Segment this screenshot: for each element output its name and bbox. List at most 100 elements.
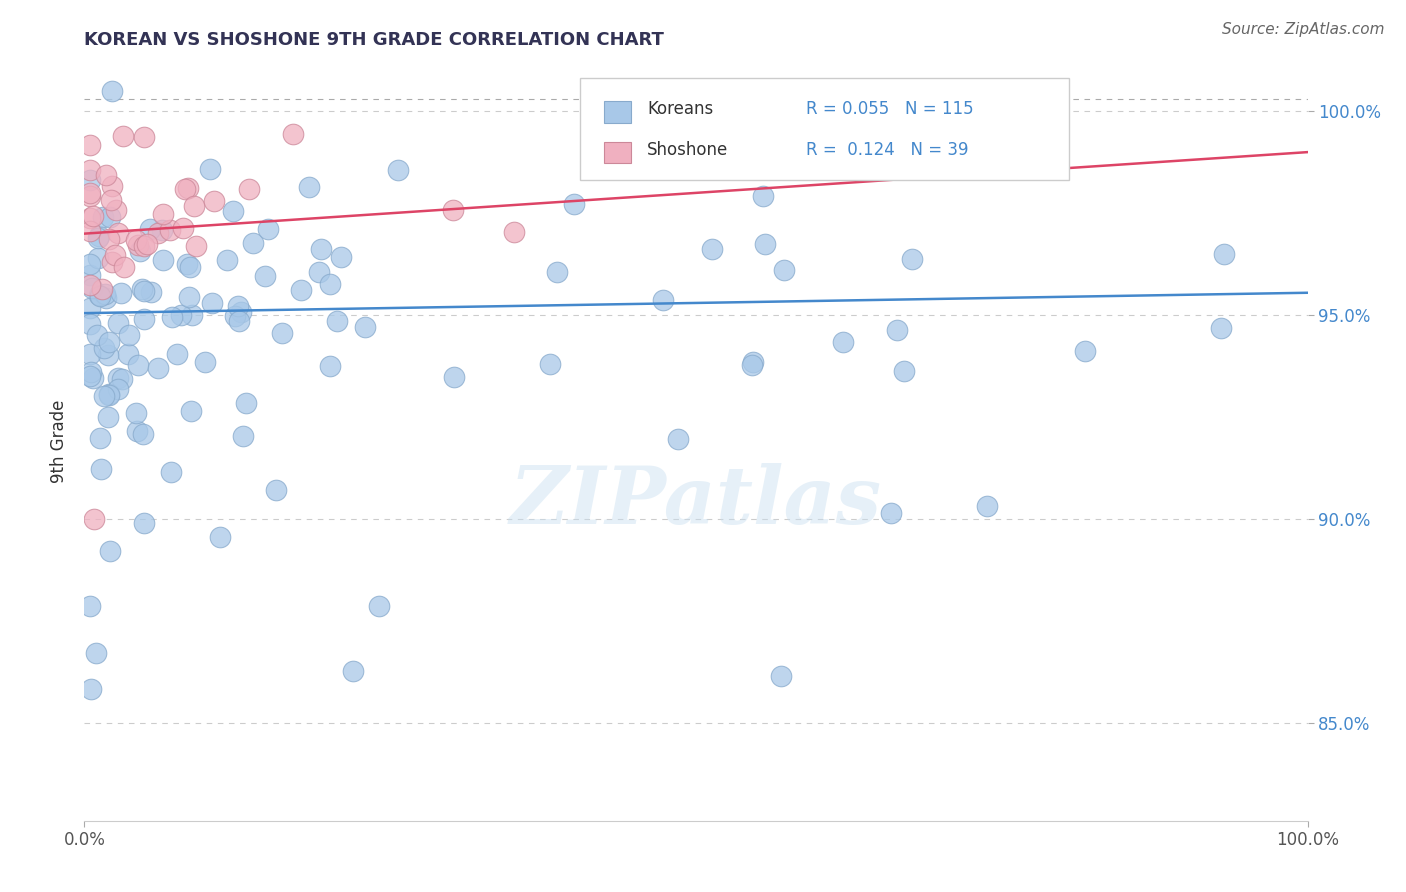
Point	[257, 221, 280, 235]
Point	[91, 282, 114, 296]
Point	[832, 334, 855, 349]
Point	[98, 544, 121, 558]
Point	[79, 138, 101, 153]
Point	[131, 282, 153, 296]
Point	[79, 162, 101, 177]
Point	[179, 260, 201, 275]
Point	[97, 410, 120, 425]
Point	[264, 483, 287, 497]
Point	[89, 288, 111, 302]
Point	[82, 281, 104, 295]
Y-axis label: 9th Grade: 9th Grade	[51, 400, 69, 483]
Point	[134, 284, 156, 298]
Point	[181, 308, 204, 322]
Point	[107, 382, 129, 396]
Point	[208, 530, 231, 544]
Point	[160, 310, 183, 324]
Point	[132, 238, 155, 252]
Point	[107, 316, 129, 330]
Point	[79, 346, 101, 360]
Point	[769, 669, 792, 683]
Point	[79, 186, 101, 200]
Point	[326, 313, 349, 327]
Point	[110, 285, 132, 300]
Point	[117, 347, 139, 361]
Point	[152, 207, 174, 221]
Point	[183, 199, 205, 213]
Point	[111, 129, 134, 144]
Point	[546, 265, 568, 279]
Point	[976, 500, 998, 514]
Point	[117, 328, 139, 343]
Point	[235, 396, 257, 410]
Point	[97, 335, 120, 350]
Point	[132, 516, 155, 530]
Point	[443, 370, 465, 384]
Point	[228, 314, 250, 328]
Point	[79, 173, 101, 187]
Point	[683, 156, 706, 170]
Text: R =  0.124   N = 39: R = 0.124 N = 39	[806, 141, 969, 159]
Point	[125, 406, 148, 420]
Point	[651, 293, 673, 307]
Point	[754, 237, 776, 252]
Point	[79, 268, 101, 282]
Point	[174, 182, 197, 196]
Point	[271, 326, 294, 340]
Point	[90, 461, 112, 475]
Text: ZIPatlas: ZIPatlas	[510, 464, 882, 541]
Point	[89, 431, 111, 445]
Point	[79, 317, 101, 331]
Point	[125, 233, 148, 247]
Point	[79, 278, 101, 293]
Point	[160, 465, 183, 479]
Point	[139, 285, 162, 299]
Point	[98, 232, 121, 246]
Point	[89, 289, 111, 303]
Point	[367, 599, 389, 614]
FancyBboxPatch shape	[579, 78, 1069, 180]
Point	[134, 312, 156, 326]
Point	[91, 211, 114, 225]
Point	[254, 268, 277, 283]
Point	[94, 286, 117, 301]
Point	[79, 369, 101, 384]
Point	[342, 665, 364, 679]
Point	[166, 347, 188, 361]
Point	[96, 291, 118, 305]
Point	[200, 161, 222, 176]
Point	[134, 130, 156, 145]
Point	[83, 512, 105, 526]
Point	[1074, 343, 1097, 358]
Point	[159, 223, 181, 237]
Point	[82, 371, 104, 385]
Point	[184, 239, 207, 253]
Point	[97, 387, 120, 401]
Point	[538, 357, 561, 371]
Text: KOREAN VS SHOSHONE 9TH GRADE CORRELATION CHART: KOREAN VS SHOSHONE 9TH GRADE CORRELATION…	[84, 31, 664, 49]
Text: Koreans: Koreans	[647, 101, 713, 119]
Point	[700, 242, 723, 256]
Point	[93, 389, 115, 403]
Point	[111, 371, 134, 385]
Point	[79, 224, 101, 238]
Point	[97, 348, 120, 362]
Point	[194, 355, 217, 369]
Point	[136, 236, 159, 251]
Point	[100, 193, 122, 207]
Point	[104, 202, 127, 217]
Point	[742, 355, 765, 369]
Point	[87, 231, 110, 245]
Point	[96, 168, 118, 182]
Point	[893, 364, 915, 378]
Point	[79, 599, 101, 613]
Point	[387, 162, 409, 177]
Point	[242, 236, 264, 251]
Point	[100, 84, 122, 98]
Point	[290, 283, 312, 297]
Bar	[605, 102, 631, 123]
Point	[79, 301, 101, 315]
Point	[101, 179, 124, 194]
Point	[224, 309, 246, 323]
Text: R = 0.055   N = 115: R = 0.055 N = 115	[806, 101, 974, 119]
